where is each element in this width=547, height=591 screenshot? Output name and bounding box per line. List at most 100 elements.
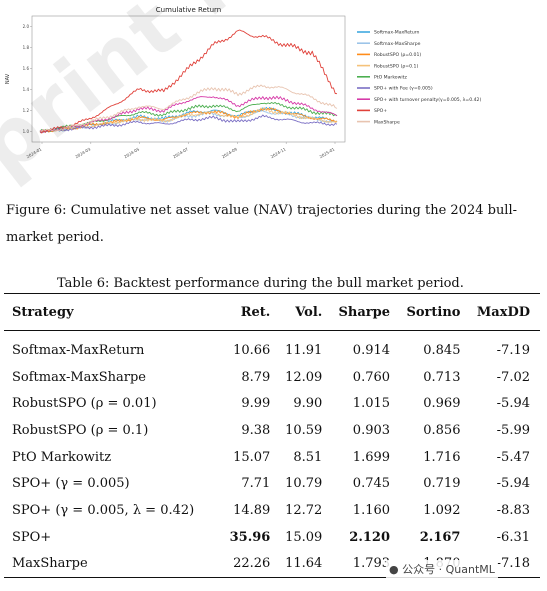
metric-cell: 11.64 xyxy=(285,556,323,572)
figure-caption: Figure 6: Cumulative net asset value (NA… xyxy=(6,203,518,245)
x-tick-label: 2025-01 xyxy=(319,146,336,159)
metric-cell: 2.120 xyxy=(349,529,391,545)
table-row: SPO+ (γ = 0.005) 7.71 10.79 0.745 0.719 -5.94 xyxy=(4,470,540,497)
header-cell: Ret. xyxy=(240,304,271,320)
series-line-5 xyxy=(39,114,338,134)
header-cell: MaxDD xyxy=(476,304,530,320)
y-tick-label: 1.6 xyxy=(23,66,30,71)
header-cell: Sortino xyxy=(406,304,461,320)
table-header-row: Strategy Ret. Vol. Sharpe Sortino MaxDD xyxy=(4,293,540,331)
metric-cell: 9.90 xyxy=(293,396,323,412)
strategy-name-cell: Softmax-MaxSharpe xyxy=(12,369,146,385)
legend-label: PtO Markowitz xyxy=(374,75,407,81)
x-tick-label: 2024-11 xyxy=(270,146,287,159)
strategy-name-cell: SPO+ (γ = 0.005) xyxy=(12,476,130,492)
strategy-name-cell: SPO+ xyxy=(12,529,52,545)
table-row: Softmax-MaxReturn 10.66 11.91 0.914 0.845 -7.… xyxy=(4,331,540,364)
table-row: SPO+ (γ = 0.005, λ = 0.42) 14.89 12.72 1.16… xyxy=(4,497,540,524)
metric-cell: 15.07 xyxy=(233,449,271,465)
table-row: SPO+ 35.96 15.09 2.120 2.167 -6.31 xyxy=(4,524,540,551)
x-tick-label: 2024-07 xyxy=(172,146,189,159)
metric-cell: -5.94 xyxy=(496,476,530,492)
metric-cell: 1.092 xyxy=(423,502,461,518)
metric-cell: 0.845 xyxy=(423,342,461,358)
metric-cell: -6.31 xyxy=(496,529,530,545)
metric-cell: 0.903 xyxy=(352,422,391,438)
metric-cell: 10.59 xyxy=(285,422,323,438)
y-tick-label: 1.2 xyxy=(23,108,30,113)
metric-cell: 12.09 xyxy=(285,369,323,385)
table-caption: Table 6: Backtest performance during the… xyxy=(57,276,464,291)
metric-cell: 0.969 xyxy=(423,396,461,412)
strategy-name-cell: PtO Markowitz xyxy=(12,449,112,465)
legend-label: RobustSPO (ρ=0.01) xyxy=(374,52,421,58)
metric-cell: 0.856 xyxy=(423,422,461,438)
table-row: Softmax-MaxSharpe 8.79 12.09 0.760 0.713 -7.0… xyxy=(4,364,540,391)
header-cell: Sharpe xyxy=(338,304,391,320)
metric-cell: 12.72 xyxy=(285,502,323,518)
metric-cell: -5.99 xyxy=(496,422,530,438)
nav-chart: Cumulative Return NAV 1.0 1.2 1.4 1.6 1.8 2.0 20… xyxy=(5,6,481,159)
metric-cell: 8.51 xyxy=(293,449,323,465)
series-line-8 xyxy=(39,84,338,132)
metric-cell: 10.79 xyxy=(285,476,323,492)
plot-area-frame xyxy=(31,15,346,143)
metric-cell: 2.167 xyxy=(419,529,461,545)
table-row: RobustSPO (ρ = 0.01) 9.99 9.90 1.015 0.969 -5… xyxy=(4,390,540,417)
table-row: RobustSPO (ρ = 0.1) 9.38 10.59 0.903 0.856 -5… xyxy=(4,417,540,444)
legend-label: SPO+ xyxy=(374,108,387,114)
metric-cell: -8.83 xyxy=(496,502,530,518)
metric-cell: -7.18 xyxy=(496,556,530,572)
metric-cell: -5.94 xyxy=(496,396,530,412)
metric-cell: 7.71 xyxy=(241,476,271,492)
y-tick-label: 1.0 xyxy=(23,129,30,134)
x-tick-label: 2024-01 xyxy=(26,146,43,159)
legend-label: RobustSPO (ρ=0.1) xyxy=(374,63,418,69)
x-tick-label: 2024-09 xyxy=(221,146,238,159)
metric-cell: 9.38 xyxy=(241,422,271,438)
metric-cell: -5.47 xyxy=(496,449,530,465)
metric-cell: 0.719 xyxy=(423,476,461,492)
x-tick-label: 2024-03 xyxy=(74,146,91,159)
metric-cell: -7.19 xyxy=(496,342,530,358)
metric-cell: 1.015 xyxy=(352,396,391,412)
strategy-name-cell: RobustSPO (ρ = 0.01) xyxy=(12,396,157,412)
metric-cell: 35.96 xyxy=(229,529,271,545)
wechat-tag-text: 公众号 · QuantML xyxy=(402,563,495,576)
legend-label: Softmax-MaxReturn xyxy=(374,30,420,36)
metric-cell: 0.713 xyxy=(423,369,461,385)
series-line-3 xyxy=(39,107,338,134)
metric-cell: 15.09 xyxy=(285,529,323,545)
legend-label: SPO+ with turnover penalty(γ=0.005, λ=0.… xyxy=(374,97,481,103)
x-tick-label: 2024-05 xyxy=(123,146,140,159)
metric-cell: 1.793 xyxy=(352,556,391,572)
table-row: PtO Markowitz 15.07 8.51 1.699 1.716 -5.47 xyxy=(4,444,540,471)
strategy-name-cell: Softmax-MaxReturn xyxy=(12,342,145,358)
series-line-6 xyxy=(39,95,338,132)
metric-cell: 1.716 xyxy=(423,449,461,465)
metric-cell: 22.26 xyxy=(233,556,271,572)
metric-cell: -7.02 xyxy=(496,369,530,385)
y-axis-label: NAV xyxy=(5,73,11,84)
metric-cell: 0.745 xyxy=(352,476,391,492)
chart-title: Cumulative Return xyxy=(156,6,221,14)
metric-cell: 8.79 xyxy=(241,369,271,385)
series-line-7 xyxy=(39,29,338,134)
y-tick-label: 2.0 xyxy=(23,24,30,29)
strategy-name-cell: MaxSharpe xyxy=(12,556,88,572)
strategy-name-cell: RobustSPO (ρ = 0.1) xyxy=(12,422,149,438)
header-cell: Vol. xyxy=(295,304,323,320)
y-tick-label: 1.4 xyxy=(23,87,30,92)
wechat-tag: ● 公众号 · QuantML xyxy=(386,560,498,578)
wechat-icon: ● xyxy=(389,563,399,576)
table-body: Softmax-MaxReturn 10.66 11.91 0.914 0.845 -7.… xyxy=(4,331,540,578)
metric-cell: 1.160 xyxy=(352,502,391,518)
header-cell: Strategy xyxy=(12,304,74,320)
metric-cell: 1.699 xyxy=(352,449,391,465)
legend-label: Softmax-MaxSharpe xyxy=(374,41,421,47)
metric-cell: 0.914 xyxy=(352,342,391,358)
legend-label: MaxSharpe xyxy=(374,119,400,125)
legend-label: SPO+ with Fee (γ=0.005) xyxy=(374,86,433,92)
metric-cell: 14.89 xyxy=(233,502,271,518)
metric-cell: 0.760 xyxy=(352,369,391,385)
